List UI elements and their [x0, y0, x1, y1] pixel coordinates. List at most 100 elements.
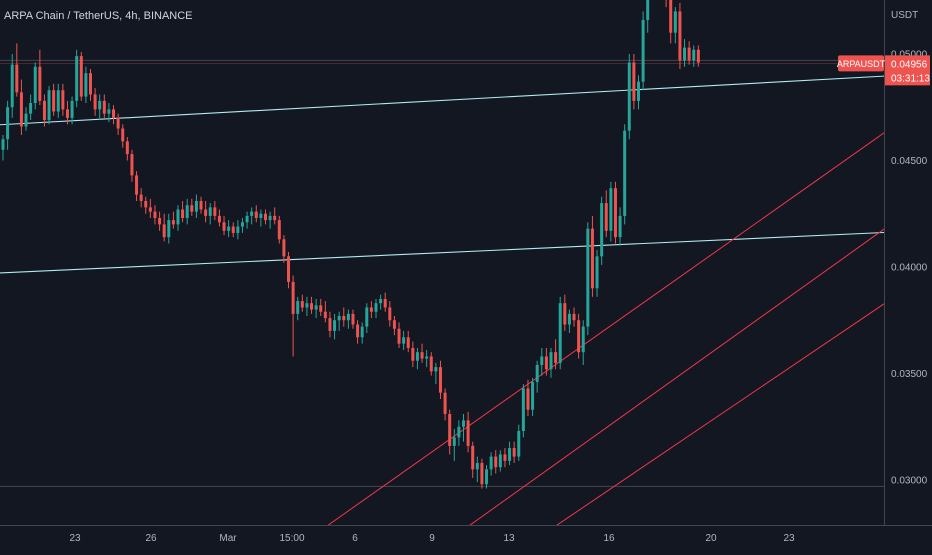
candle-down [88, 68, 92, 101]
candle-body [112, 109, 116, 118]
candle-body [397, 328, 401, 344]
price-tick-label: 0.03500 [891, 369, 928, 380]
candle-down [217, 209, 221, 227]
candle-up [107, 102, 111, 123]
candle-down [153, 205, 157, 225]
candle-body [448, 413, 452, 446]
candle-body [19, 92, 23, 127]
candle-body [627, 62, 631, 131]
candle-up [489, 452, 493, 476]
candle-down [632, 54, 636, 110]
candle-down [130, 149, 134, 182]
candle-body [33, 66, 37, 103]
candle-down [190, 198, 194, 216]
candle-up [176, 205, 180, 231]
candle-down [563, 294, 567, 331]
candle-up [47, 85, 51, 125]
candle-body [480, 462, 484, 485]
candle-body [425, 356, 429, 359]
candle-body [314, 305, 318, 310]
candle-body [277, 220, 281, 240]
candle-body [558, 303, 562, 363]
candle-body [434, 367, 438, 372]
time-tick-label: 9 [429, 533, 435, 544]
candle-up [24, 107, 28, 131]
candle-body [595, 256, 599, 289]
candle-down [93, 88, 97, 116]
candle-down [125, 137, 129, 161]
candle-up [56, 83, 60, 118]
candle-body [563, 303, 567, 325]
candle-down [554, 339, 558, 370]
candle-body [549, 352, 553, 370]
candle-body [485, 469, 489, 485]
candle-down [392, 315, 396, 336]
candle-up [365, 303, 369, 334]
candle-down [158, 211, 162, 231]
candle-body [93, 94, 97, 110]
candle-up [374, 298, 378, 319]
candle-body [38, 66, 42, 101]
candle-up [475, 456, 479, 483]
candle-down [263, 209, 267, 225]
candle-body [466, 420, 470, 446]
candle-up [540, 347, 544, 376]
candle-up [609, 181, 613, 242]
candle-up [208, 203, 212, 225]
candle-body [29, 102, 33, 114]
candle-body [613, 188, 617, 238]
candle-down [577, 313, 581, 359]
candle-up [379, 294, 383, 310]
candle-down [65, 100, 69, 125]
candle-up [240, 218, 244, 233]
candle-down [351, 309, 355, 329]
candle-body [554, 352, 558, 363]
candle-body [227, 226, 231, 231]
candle-body [508, 448, 512, 461]
candle-down [319, 298, 323, 316]
candle-body [153, 211, 157, 219]
candle-body [24, 113, 28, 127]
candle-up [549, 347, 553, 378]
time-tick-label: 16 [603, 533, 615, 544]
candle-up [434, 362, 438, 385]
candle-body [65, 109, 69, 118]
candle-body [687, 47, 691, 61]
candle-up [457, 420, 461, 446]
candle-body [540, 356, 544, 365]
candle-up [618, 207, 622, 246]
candle-up [29, 94, 33, 121]
candle-down [162, 213, 166, 242]
candle-up [10, 54, 14, 118]
candle-body [692, 49, 696, 61]
symbol-tag-background [838, 55, 884, 72]
candle-up [296, 296, 300, 321]
candle-down [383, 292, 387, 312]
candle-body [47, 90, 51, 121]
candle-body [517, 431, 521, 457]
candle-body [604, 203, 608, 231]
candle-body [52, 90, 56, 112]
candle-body [388, 307, 392, 321]
candle-down [204, 200, 208, 223]
candle-down [42, 94, 46, 127]
candle-down [15, 43, 19, 97]
candle-up [485, 465, 489, 489]
time-tick-label: 23 [783, 533, 795, 544]
candle-down [213, 200, 217, 221]
candle-body [365, 307, 369, 327]
candle-down [310, 296, 314, 314]
candle-down [222, 215, 226, 236]
candle-body [342, 315, 346, 321]
candle-body [360, 326, 364, 338]
candle-down [613, 181, 617, 244]
candle-down [254, 205, 258, 223]
candle-down [604, 190, 608, 238]
candle-up [627, 54, 631, 140]
candle-up [268, 211, 272, 229]
candle-body [443, 392, 447, 414]
candle-body [512, 448, 516, 457]
candle-body [263, 213, 267, 221]
